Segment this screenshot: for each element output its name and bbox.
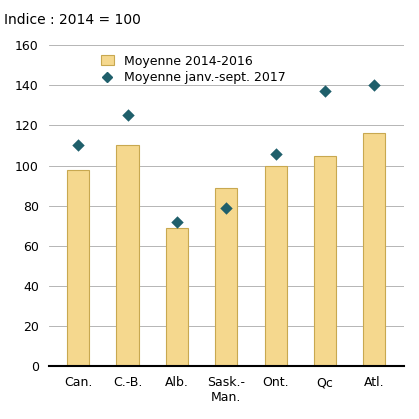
Point bbox=[272, 150, 279, 157]
Legend: Moyenne 2014-2016, Moyenne janv.-sept. 2017: Moyenne 2014-2016, Moyenne janv.-sept. 2… bbox=[101, 54, 285, 84]
Bar bbox=[166, 228, 188, 366]
Point bbox=[322, 88, 328, 95]
Point bbox=[124, 112, 131, 119]
Bar bbox=[67, 170, 89, 366]
Bar bbox=[314, 155, 336, 366]
Bar bbox=[215, 188, 238, 366]
Text: Indice : 2014 = 100: Indice : 2014 = 100 bbox=[4, 13, 141, 26]
Bar bbox=[264, 166, 287, 366]
Point bbox=[371, 82, 378, 89]
Point bbox=[75, 142, 82, 149]
Bar bbox=[116, 145, 139, 366]
Bar bbox=[363, 134, 385, 366]
Point bbox=[223, 204, 230, 211]
Point bbox=[173, 218, 180, 225]
